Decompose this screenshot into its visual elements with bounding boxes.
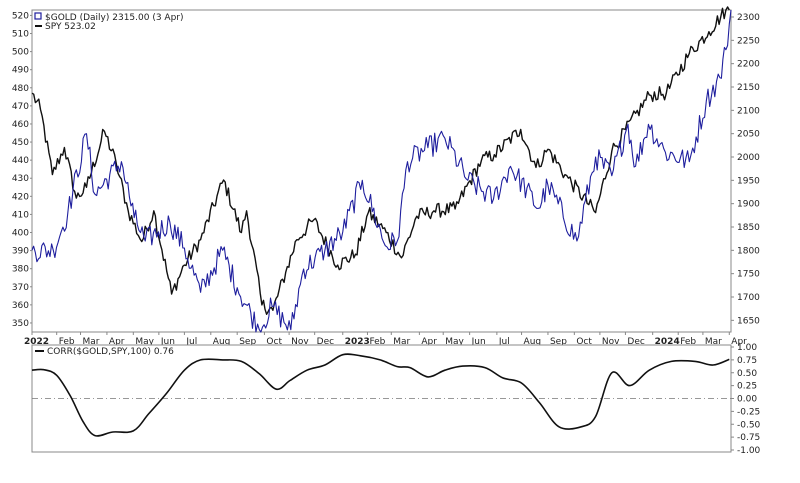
gold-series-line: [31, 9, 732, 333]
x-axis-month-label: Sep: [239, 337, 256, 347]
right-axis-tick-label: 2250: [737, 36, 760, 46]
x-axis-month-label: Aug: [213, 337, 231, 347]
correlation-axis-tick-label: -0.50: [737, 420, 761, 430]
price-panel: 350 360 370 380 390 400 410 420 430 440 450 460 470 4…: [12, 6, 760, 347]
x-axis-month-label: Feb: [369, 337, 385, 347]
x-axis-month-label: May: [135, 337, 154, 347]
left-axis-tick-label: 400: [12, 229, 29, 239]
left-axis-tick-label: 510: [12, 30, 29, 40]
correlation-axis-tick-label: -1.00: [737, 446, 761, 456]
left-axis-tick-label: 440: [12, 156, 29, 166]
left-axis-tick-label: 480: [12, 84, 29, 94]
right-axis-tick-label: 1700: [737, 293, 760, 303]
left-axis-tick-label: 520: [12, 11, 29, 21]
left-axis-tick-label: 490: [12, 66, 29, 76]
x-axis-month-label: Jun: [471, 337, 486, 347]
right-axis-tick-label: 2100: [737, 106, 760, 116]
x-axis-month-label: Feb: [680, 337, 696, 347]
right-axis-tick-label: 2200: [737, 60, 760, 70]
left-axis-tick-label: 460: [12, 120, 29, 130]
correlation-axis-tick-label: -0.25: [737, 407, 760, 417]
x-axis-month-label: Jun: [160, 337, 175, 347]
price-plot-frame: [31, 9, 732, 333]
left-axis-tick-label: 450: [12, 138, 29, 148]
left-axis-tick-label: 420: [12, 192, 29, 202]
right-axis-tick-label: 2050: [737, 130, 760, 140]
x-axis-month-label: Jul: [185, 337, 197, 347]
correlation-series-line: [31, 353, 730, 437]
correlation-legend-label: CORR($GOLD,SPY,100) 0.76: [47, 347, 174, 357]
x-axis-year-label: 2023: [345, 337, 370, 347]
left-axis-tick-label: 410: [12, 210, 29, 220]
x-axis-month-label: Sep: [550, 337, 567, 347]
x-axis-month-label: Dec: [627, 337, 644, 347]
left-axis-tick-label: 370: [12, 283, 29, 293]
spy-legend-label: SPY 523.02: [45, 22, 96, 32]
right-axis-tick-label: 2150: [737, 83, 760, 93]
x-axis-month-label: Mar: [705, 337, 722, 347]
x-axis-month-label: Oct: [266, 337, 282, 347]
correlation-axis-tick-label: 0.75: [737, 356, 757, 366]
right-axis-tick-label: 2300: [737, 13, 760, 23]
correlation-axis-tick-label: 0.25: [737, 382, 757, 392]
correlation-axis-tick-label: 0.50: [737, 369, 757, 379]
x-axis-year-label: 2024: [655, 337, 680, 347]
x-axis-month-label: Oct: [576, 337, 592, 347]
x-axis-month-label: Aug: [524, 337, 542, 347]
right-axis-tick-label: 1650: [737, 316, 760, 326]
x-axis-month-label: Nov: [602, 337, 620, 347]
left-axis-tick-label: 360: [12, 301, 29, 311]
x-axis-month-label: Nov: [291, 337, 309, 347]
correlation-axis-tick-label: 1.00: [737, 343, 757, 353]
x-axis-month-label: Dec: [317, 337, 334, 347]
correlation-axis-tick-label: 0.00: [737, 395, 757, 405]
gold-legend-swatch: [34, 12, 42, 20]
right-axis-tick-label: 1750: [737, 270, 760, 280]
right-axis-tick-label: 1850: [737, 223, 760, 233]
x-axis-month-label: May: [445, 337, 464, 347]
left-axis-tick-label: 430: [12, 174, 29, 184]
correlation-panel: -1.00 -0.75 -0.50 -0.25 0.00 0.25 0.50 0.75 1.00…: [31, 343, 761, 456]
x-axis-month-label: Apr: [731, 337, 747, 347]
x-axis-month-label: Mar: [393, 337, 410, 347]
x-axis-month-label: Apr: [109, 337, 125, 347]
right-axis-tick-label: 1950: [737, 176, 760, 186]
correlation-plot-frame: [31, 344, 732, 453]
right-axis-tick-label: 2000: [737, 153, 760, 163]
right-axis-tick-label: 1800: [737, 246, 760, 256]
x-axis-month-label: Jul: [498, 337, 510, 347]
left-axis-tick-label: 390: [12, 247, 29, 257]
x-axis-month-label: Feb: [59, 337, 75, 347]
x-axis-year-label: 2022: [24, 337, 49, 347]
x-axis-month-label: Apr: [421, 337, 437, 347]
left-axis-tick-label: 500: [12, 48, 29, 58]
right-axis-tick-label: 1900: [737, 200, 760, 210]
left-axis-tick-label: 350: [12, 319, 29, 329]
gold-legend-label: $GOLD (Daily) 2315.00 (3 Apr): [45, 13, 184, 23]
left-axis-tick-label: 380: [12, 265, 29, 275]
price-legend: $GOLD (Daily) 2315.00 (3 Apr)SPY 523.02: [34, 12, 184, 32]
x-axis-month-label: Mar: [83, 337, 100, 347]
left-axis-tick-label: 470: [12, 102, 29, 112]
correlation-axis-tick-label: -0.75: [737, 433, 760, 443]
